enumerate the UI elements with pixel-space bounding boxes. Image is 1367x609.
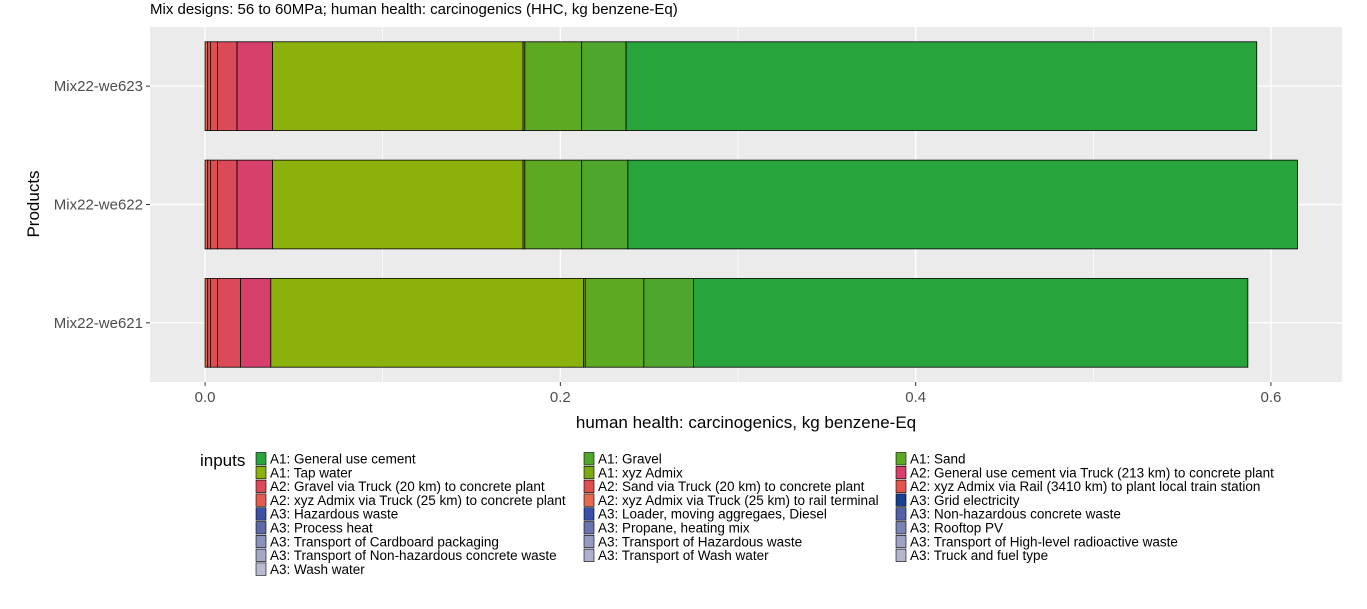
bar-segment (272, 41, 524, 131)
legend-label: A3: Wash water (270, 562, 365, 577)
legend-label: A3: Transport of High-level radioactive … (910, 534, 1178, 549)
legend-swatch (583, 507, 595, 521)
legend-label: A3: Loader, moving aggregaes, Diesel (598, 507, 827, 522)
x-tick-label: 0.0 (195, 389, 216, 406)
legend-swatch (583, 493, 595, 507)
bar-segment (627, 159, 1298, 250)
bar-segment (217, 159, 238, 250)
x-tick-label: 0.2 (550, 389, 571, 406)
legend-label: A3: Transport of Wash water (598, 548, 769, 563)
legend-label: A2: Gravel via Truck (20 km) to concrete… (270, 479, 545, 494)
y-axis-ticks: Mix22-we621 Mix22-we622 Mix22-we623 (54, 78, 150, 332)
bar-segment (236, 41, 273, 131)
bar-segment (581, 41, 627, 131)
legend-label: A3: Process heat (270, 521, 373, 536)
y-tick-label: Mix22-we623 (54, 78, 143, 95)
legend-swatch (255, 452, 267, 466)
legend-label: A1: Gravel (598, 452, 662, 467)
legend-swatch (895, 465, 907, 480)
y-tick-label: Mix22-we622 (54, 197, 143, 214)
x-tick-label: 0.6 (1261, 389, 1282, 406)
legend-swatch (895, 534, 907, 549)
bar-segment (581, 159, 629, 250)
bar-segment (209, 41, 218, 131)
bar-segment (209, 278, 218, 368)
legend-swatch (895, 521, 907, 535)
legend-swatch (583, 465, 595, 480)
legend-label: A3: Transport of Hazardous waste (598, 534, 802, 549)
legend-swatch (255, 507, 267, 521)
legend-label: A3: Grid electricity (910, 493, 1020, 508)
legend-swatch (895, 507, 907, 521)
x-axis-label: human health: carcinogenics, kg benzene-… (576, 413, 916, 432)
bar-segment (584, 278, 645, 368)
legend-label: A1: Sand (910, 452, 966, 467)
bar-segment (270, 278, 584, 368)
legend-label: A3: Truck and fuel type (910, 548, 1048, 563)
bar-segment (625, 41, 1258, 131)
legend-swatch (583, 452, 595, 466)
legend-swatch (583, 548, 595, 562)
bar-segment (217, 41, 238, 131)
bar-segment (217, 278, 241, 368)
x-axis-ticks: 0.0 0.2 0.4 0.6 (195, 382, 1282, 406)
y-axis-label: Products (24, 170, 43, 237)
bar-segment (643, 278, 694, 368)
bar-segment (240, 278, 272, 368)
legend-label: A2: xyz Admix via Rail (3410 km) to plan… (910, 479, 1260, 494)
legend-swatch (255, 562, 267, 576)
bar-segment (524, 41, 583, 131)
legend-swatch (895, 548, 907, 562)
legend-label: A3: Hazardous waste (270, 507, 398, 522)
x-tick-label: 0.4 (905, 389, 926, 406)
legend-label: A3: Propane, heating mix (598, 521, 750, 536)
legend-swatch (583, 479, 595, 493)
legend-swatch (583, 521, 595, 535)
legend-label: A1: xyz Admix (598, 465, 683, 480)
legend-label: A3: Transport of Cardboard packaging (270, 534, 499, 549)
legend-label: A2: Sand via Truck (20 km) to concrete p… (598, 479, 865, 494)
legend-swatch (895, 479, 907, 493)
legend-label: A1: General use cement (270, 452, 416, 467)
legend-swatch (895, 493, 907, 507)
legend-swatch (255, 548, 267, 562)
legend-swatch (255, 479, 267, 493)
bar-segment (209, 159, 218, 250)
legend-swatch (255, 521, 267, 535)
legend-label: A1: Tap water (270, 465, 353, 480)
legend-label: A3: Rooftop PV (910, 521, 1003, 536)
legend-label: A3: Transport of Non-hazardous concrete … (270, 548, 557, 563)
bars (204, 41, 1298, 368)
bar-segment (693, 278, 1249, 368)
legend-swatch (255, 465, 267, 480)
legend-swatch (583, 534, 595, 549)
legend-swatch (895, 452, 907, 466)
legend-label: A3: Non-hazardous concrete waste (910, 507, 1121, 522)
legend-label: A2: xyz Admix via Truck (25 km) to concr… (270, 493, 566, 508)
legend-title: inputs (200, 451, 245, 470)
y-tick-label: Mix22-we621 (54, 315, 143, 332)
legend-label: A2: General use cement via Truck (213 km… (910, 465, 1274, 480)
legend-swatch (255, 534, 267, 549)
bar-segment (236, 159, 273, 250)
bar-segment (524, 159, 583, 250)
bar-segment (272, 159, 524, 250)
legend-swatch (255, 493, 267, 507)
chart-title: Mix designs: 56 to 60MPa; human health: … (150, 1, 678, 18)
legend-label: A2: xyz Admix via Truck (25 km) to rail … (598, 493, 879, 508)
